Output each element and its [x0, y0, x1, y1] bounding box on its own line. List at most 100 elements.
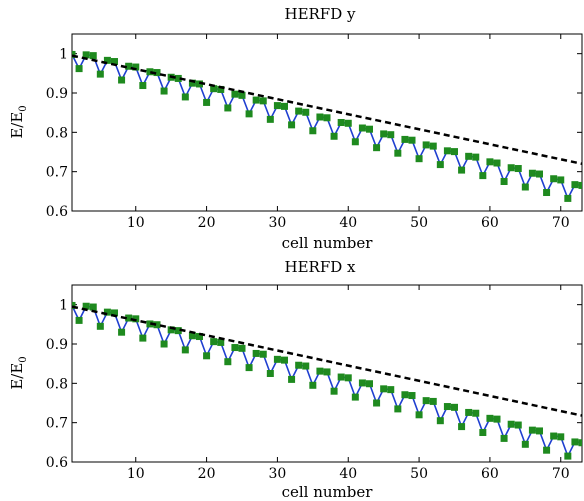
data-point-marker	[367, 126, 373, 132]
data-point-marker	[551, 433, 557, 439]
data-point-marker	[345, 375, 351, 381]
x-tick-label: 40	[339, 215, 357, 231]
x-tick-label: 10	[127, 466, 145, 482]
data-point-marker	[430, 143, 436, 149]
data-point-marker	[253, 350, 259, 356]
data-point-marker	[232, 345, 238, 351]
data-point-marker	[267, 116, 273, 122]
chart-title: HERFD x	[285, 258, 357, 276]
data-point-marker	[402, 136, 408, 142]
data-point-marker	[544, 190, 550, 196]
data-point-marker	[367, 381, 373, 387]
data-point-marker	[239, 345, 245, 351]
x-tick-label: 20	[198, 215, 216, 231]
data-point-marker	[338, 374, 344, 380]
data-point-marker	[239, 92, 245, 98]
series-line	[72, 54, 582, 198]
data-point-marker	[289, 122, 295, 128]
data-point-marker	[282, 357, 288, 363]
data-point-marker	[289, 376, 295, 382]
data-point-marker	[459, 424, 465, 430]
plot-area	[69, 302, 584, 459]
data-point-marker	[246, 365, 252, 371]
data-point-marker	[515, 166, 521, 172]
x-tick-label: 50	[410, 466, 428, 482]
data-point-marker	[303, 363, 309, 369]
data-point-marker	[537, 171, 543, 177]
data-point-marker	[90, 304, 96, 310]
x-tick-label: 50	[410, 215, 428, 231]
data-point-marker	[480, 430, 486, 436]
data-point-marker	[76, 66, 82, 72]
data-point-marker	[395, 406, 401, 412]
data-point-marker	[310, 382, 316, 388]
series-layer	[69, 302, 584, 459]
data-point-marker	[402, 392, 408, 398]
data-point-marker	[466, 409, 472, 415]
data-point-marker	[338, 120, 344, 126]
data-point-marker	[97, 71, 103, 77]
data-point-marker	[374, 400, 380, 406]
data-point-marker	[437, 162, 443, 168]
data-point-marker	[579, 440, 584, 446]
series-line	[72, 305, 582, 456]
x-axis-label: cell number	[282, 234, 374, 252]
x-tick-label: 20	[198, 466, 216, 482]
data-point-marker	[324, 369, 330, 375]
x-tick-label: 40	[339, 466, 357, 482]
y-tick-label: 0.8	[46, 376, 68, 392]
y-tick-label: 1	[59, 298, 68, 314]
data-point-marker	[480, 173, 486, 179]
data-point-marker	[119, 77, 125, 83]
data-point-marker	[97, 323, 103, 329]
data-point-marker	[444, 404, 450, 410]
data-point-marker	[501, 179, 507, 185]
x-tick-label: 60	[481, 466, 499, 482]
x-tick-label: 30	[269, 466, 287, 482]
data-point-marker	[551, 176, 557, 182]
data-point-marker	[430, 398, 436, 404]
data-point-marker	[345, 120, 351, 126]
data-point-marker	[423, 142, 429, 148]
chart-panel-herfd-x: HERFD x 10 20 30 40 50 60 70 0.6 0.7 0.8 0.9 1 cell…	[8, 258, 584, 501]
data-point-marker	[487, 159, 493, 165]
data-point-marker	[444, 148, 450, 154]
data-point-marker	[161, 341, 167, 347]
data-point-marker	[494, 416, 500, 422]
data-point-marker	[473, 410, 479, 416]
data-point-marker	[140, 335, 146, 341]
data-point-marker	[90, 53, 96, 59]
data-point-marker	[529, 427, 535, 433]
y-tick-label: 1	[59, 47, 68, 63]
data-point-marker	[119, 329, 125, 335]
data-point-marker	[260, 351, 266, 357]
data-point-marker	[473, 154, 479, 160]
data-point-marker	[204, 99, 210, 105]
data-point-marker	[508, 165, 514, 171]
data-point-marker	[267, 371, 273, 377]
data-point-marker	[452, 404, 458, 410]
data-point-marker	[274, 356, 280, 362]
data-point-marker	[317, 368, 323, 374]
data-point-marker	[352, 394, 358, 400]
data-point-marker	[572, 439, 578, 445]
data-point-marker	[437, 418, 443, 424]
data-point-marker	[310, 128, 316, 134]
data-point-marker	[317, 114, 323, 120]
y-axis-label: E/E0	[8, 105, 29, 138]
y-tick-label: 0.9	[46, 86, 68, 102]
data-point-marker	[182, 94, 188, 100]
data-point-marker	[452, 149, 458, 155]
series-layer	[69, 51, 584, 201]
data-point-marker	[381, 131, 387, 137]
data-point-marker	[409, 137, 415, 143]
data-point-marker	[140, 83, 146, 89]
data-point-marker	[218, 339, 224, 345]
data-point-marker	[388, 387, 394, 393]
data-point-marker	[522, 184, 528, 190]
data-point-marker	[487, 415, 493, 421]
data-point-marker	[544, 447, 550, 453]
data-point-marker	[303, 109, 309, 115]
y-tick-label: 0.9	[46, 337, 68, 353]
